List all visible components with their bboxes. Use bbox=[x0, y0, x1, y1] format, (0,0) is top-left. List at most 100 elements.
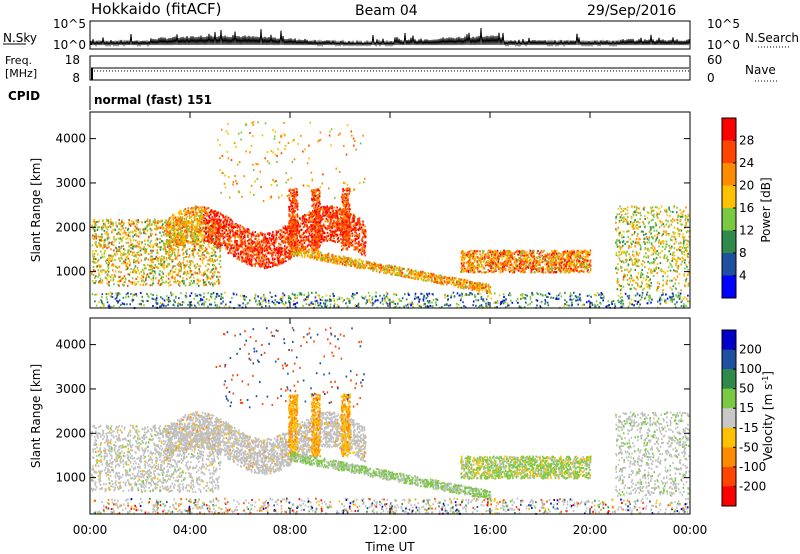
scatter-cell bbox=[320, 225, 322, 228]
scatter-cell bbox=[196, 294, 198, 297]
scatter-cell bbox=[166, 223, 169, 226]
scatter-cell bbox=[661, 294, 663, 297]
scatter-cell bbox=[195, 236, 198, 239]
scatter-cell bbox=[271, 300, 274, 303]
scatter-cell bbox=[216, 227, 219, 230]
scatter-cell bbox=[256, 303, 259, 306]
scatter-cell bbox=[298, 229, 300, 232]
scatter-cell bbox=[106, 259, 108, 261]
scatter-cell bbox=[364, 246, 366, 249]
scatter-cell bbox=[548, 293, 551, 295]
scatter-cell bbox=[283, 231, 285, 234]
scatter-cell bbox=[364, 230, 367, 233]
scatter-cell bbox=[565, 301, 568, 304]
scatter-cell bbox=[252, 252, 255, 255]
scatter-cell bbox=[234, 251, 236, 253]
scatter-cell bbox=[352, 214, 355, 217]
scatter-cell bbox=[173, 238, 175, 241]
scatter-cell bbox=[265, 301, 267, 304]
scatter-cell bbox=[250, 235, 253, 238]
scatter-cell bbox=[417, 297, 419, 300]
scatter-cell bbox=[98, 274, 101, 277]
scatter-cell bbox=[299, 229, 301, 232]
scatter-cell bbox=[136, 223, 138, 226]
scatter-cell bbox=[328, 207, 330, 210]
scatter-cell bbox=[259, 231, 262, 234]
scatter-cell bbox=[96, 253, 99, 256]
scatter-cell bbox=[147, 263, 149, 266]
scatter-cell bbox=[457, 303, 460, 306]
scatter-cell bbox=[192, 221, 195, 223]
scatter-cell bbox=[117, 300, 120, 303]
scatter-cell bbox=[312, 235, 314, 238]
scatter-cell bbox=[162, 231, 164, 234]
scatter-cell bbox=[638, 294, 641, 297]
scatter-cell bbox=[103, 255, 106, 258]
scatter-cell bbox=[250, 259, 253, 261]
scatter-cell bbox=[171, 253, 173, 255]
scatter-cell bbox=[379, 301, 382, 304]
scatter-cell bbox=[103, 245, 106, 248]
scatter-cell bbox=[337, 241, 339, 243]
scatter-cell bbox=[199, 210, 201, 213]
scatter-cell bbox=[235, 226, 238, 228]
scatter-cell bbox=[210, 282, 213, 284]
scatter-cell bbox=[169, 258, 171, 261]
scatter-cell bbox=[174, 257, 177, 260]
scatter-cell bbox=[173, 232, 176, 235]
scatter-cell bbox=[326, 234, 329, 237]
scatter-cell bbox=[170, 241, 172, 244]
scatter-cell bbox=[165, 250, 167, 253]
scatter-cell bbox=[154, 223, 156, 226]
scatter-cell bbox=[310, 219, 312, 222]
scatter-cell bbox=[284, 245, 286, 248]
scatter-cell bbox=[302, 246, 305, 248]
scatter-cell bbox=[646, 293, 648, 296]
scatter-cell bbox=[120, 238, 123, 241]
scatter-cell bbox=[684, 304, 686, 307]
scatter-cell bbox=[482, 298, 485, 301]
scatter-cell bbox=[127, 234, 130, 236]
scatter-cell bbox=[165, 232, 168, 235]
scatter-cell bbox=[633, 304, 635, 306]
scatter-cell bbox=[130, 244, 132, 246]
scatter-cell bbox=[183, 209, 185, 212]
scatter-cell bbox=[218, 229, 221, 232]
scatter-cell bbox=[173, 230, 176, 232]
scatter-cell bbox=[135, 293, 137, 296]
scatter-cell bbox=[168, 254, 170, 256]
scatter-cell bbox=[306, 226, 309, 229]
scatter-cell bbox=[147, 294, 149, 297]
scatter-cell bbox=[284, 250, 287, 253]
scatter-cell bbox=[108, 284, 110, 287]
scatter-cell bbox=[322, 209, 325, 212]
scatter-cell bbox=[91, 273, 93, 276]
scatter-cell bbox=[129, 224, 132, 227]
scatter-cell bbox=[166, 239, 168, 242]
scatter-cell bbox=[127, 273, 129, 276]
scatter-cell bbox=[284, 241, 287, 244]
scatter-cell bbox=[225, 303, 227, 306]
scatter-cell bbox=[648, 297, 651, 300]
scatter-cell bbox=[194, 294, 197, 297]
scatter-cell bbox=[644, 297, 646, 300]
scatter-cell bbox=[182, 277, 184, 280]
scatter-cell bbox=[244, 298, 246, 301]
scatter-cell bbox=[114, 254, 117, 257]
scatter-cell bbox=[218, 282, 220, 285]
scatter-cell bbox=[460, 292, 463, 295]
scatter-cell bbox=[165, 275, 168, 278]
scatter-cell bbox=[137, 281, 139, 283]
scatter-cell bbox=[187, 212, 190, 214]
scatter-cell bbox=[254, 247, 256, 250]
scatter-cell bbox=[171, 259, 174, 261]
scatter-cell bbox=[217, 230, 219, 233]
scatter-cell bbox=[228, 239, 231, 242]
scatter-cell bbox=[332, 234, 334, 237]
scatter-cell bbox=[240, 236, 242, 238]
scatter-cell bbox=[350, 225, 352, 228]
scatter-cell bbox=[168, 300, 170, 303]
scatter-cell bbox=[325, 217, 328, 220]
scatter-cell bbox=[175, 241, 177, 244]
scatter-cell bbox=[193, 233, 196, 236]
